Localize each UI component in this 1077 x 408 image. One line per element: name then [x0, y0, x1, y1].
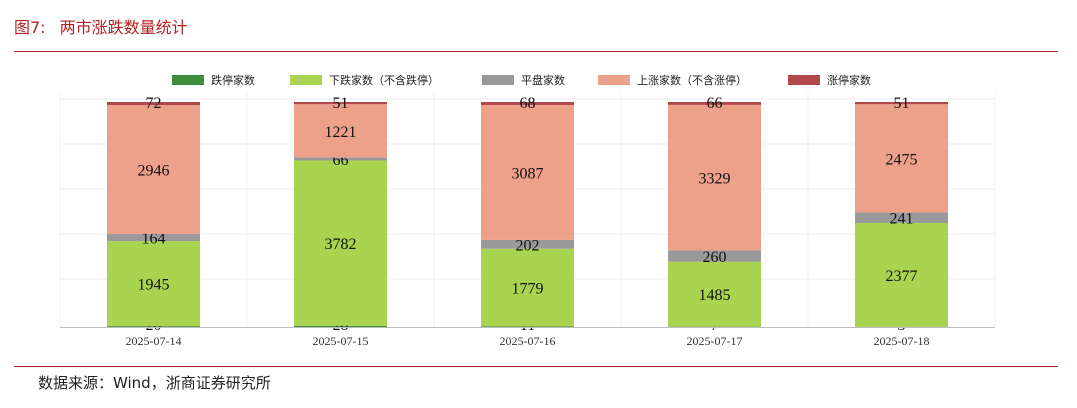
bar-segment [294, 325, 387, 327]
x-tick-label: 2025-07-16 [500, 334, 556, 348]
data-label: 3782 [325, 236, 357, 253]
bar-segment [107, 105, 200, 234]
bar-segment [107, 102, 200, 106]
data-label: 1945 [138, 277, 170, 294]
data-label: 1779 [512, 281, 544, 298]
bar-segment [107, 326, 200, 327]
data-label: 2946 [138, 163, 170, 180]
legend-swatch [598, 75, 630, 85]
top-rule [14, 51, 1058, 52]
bars: 2019451642946722025-07-14283782661221512… [107, 95, 948, 348]
data-label: 2475 [886, 151, 918, 168]
source-note: 数据来源：Wind，浙商证券研究所 [38, 374, 271, 392]
data-label: 66 [707, 95, 723, 112]
legend-swatch [172, 75, 204, 85]
bar-segment [855, 102, 948, 105]
data-label: 72 [146, 95, 162, 112]
data-label: 2377 [886, 268, 918, 285]
bar-segment [481, 102, 574, 105]
bar-segment [481, 104, 574, 240]
bar-segment [481, 248, 574, 327]
figure-title: 图7: 两市涨跌数量统计 [14, 14, 202, 38]
legend: 跌停家数 下跌家数（不含跌停） 平盘家数 上涨家数（不含涨停） 涨停家数 [172, 73, 871, 87]
legend-swatch [290, 75, 322, 85]
bar-segment [294, 157, 387, 161]
bar-segment [107, 241, 200, 327]
data-label: 68 [520, 95, 536, 112]
x-tick-label: 2025-07-15 [313, 334, 369, 348]
data-label: 260 [703, 249, 727, 266]
figure-number: 图7: [14, 18, 46, 37]
bar-segment [481, 326, 574, 328]
bottom-rule [14, 366, 1058, 367]
x-tick-label: 2025-07-14 [126, 334, 182, 348]
legend-label: 上涨家数（不含涨停） [637, 73, 747, 87]
legend-swatch [788, 75, 820, 85]
data-label: 3087 [512, 165, 544, 182]
bar-segment [294, 104, 387, 158]
bar-segment [481, 239, 574, 249]
x-tick-label: 2025-07-17 [687, 334, 743, 348]
figure-caption: 两市涨跌数量统计 [59, 18, 188, 37]
legend-label: 下跌家数（不含跌停） [329, 73, 439, 87]
bar-segment [855, 212, 948, 223]
bar-segment [668, 326, 761, 328]
bar-segment [294, 160, 387, 326]
bar-segment [107, 233, 200, 242]
data-label: 51 [333, 95, 349, 112]
bar-segment [668, 104, 761, 251]
x-tick-label: 2025-07-18 [874, 334, 930, 348]
data-label: 51 [894, 95, 910, 112]
bar-segment [668, 250, 761, 262]
data-label: 1485 [699, 287, 731, 304]
data-label: 3329 [699, 171, 731, 188]
legend-label: 涨停家数 [827, 73, 871, 87]
bar-segment [855, 222, 948, 327]
data-label: 241 [890, 211, 914, 228]
data-label: 1221 [325, 124, 357, 141]
legend-label: 平盘家数 [521, 73, 565, 87]
data-label: 202 [516, 237, 540, 254]
data-label: 164 [142, 231, 166, 248]
bar-segment [668, 261, 761, 327]
legend-swatch [482, 75, 514, 85]
legend-label: 跌停家数 [211, 73, 255, 87]
bar-segment [855, 104, 948, 213]
bar-segment [294, 102, 387, 105]
bar-segment [668, 102, 761, 105]
